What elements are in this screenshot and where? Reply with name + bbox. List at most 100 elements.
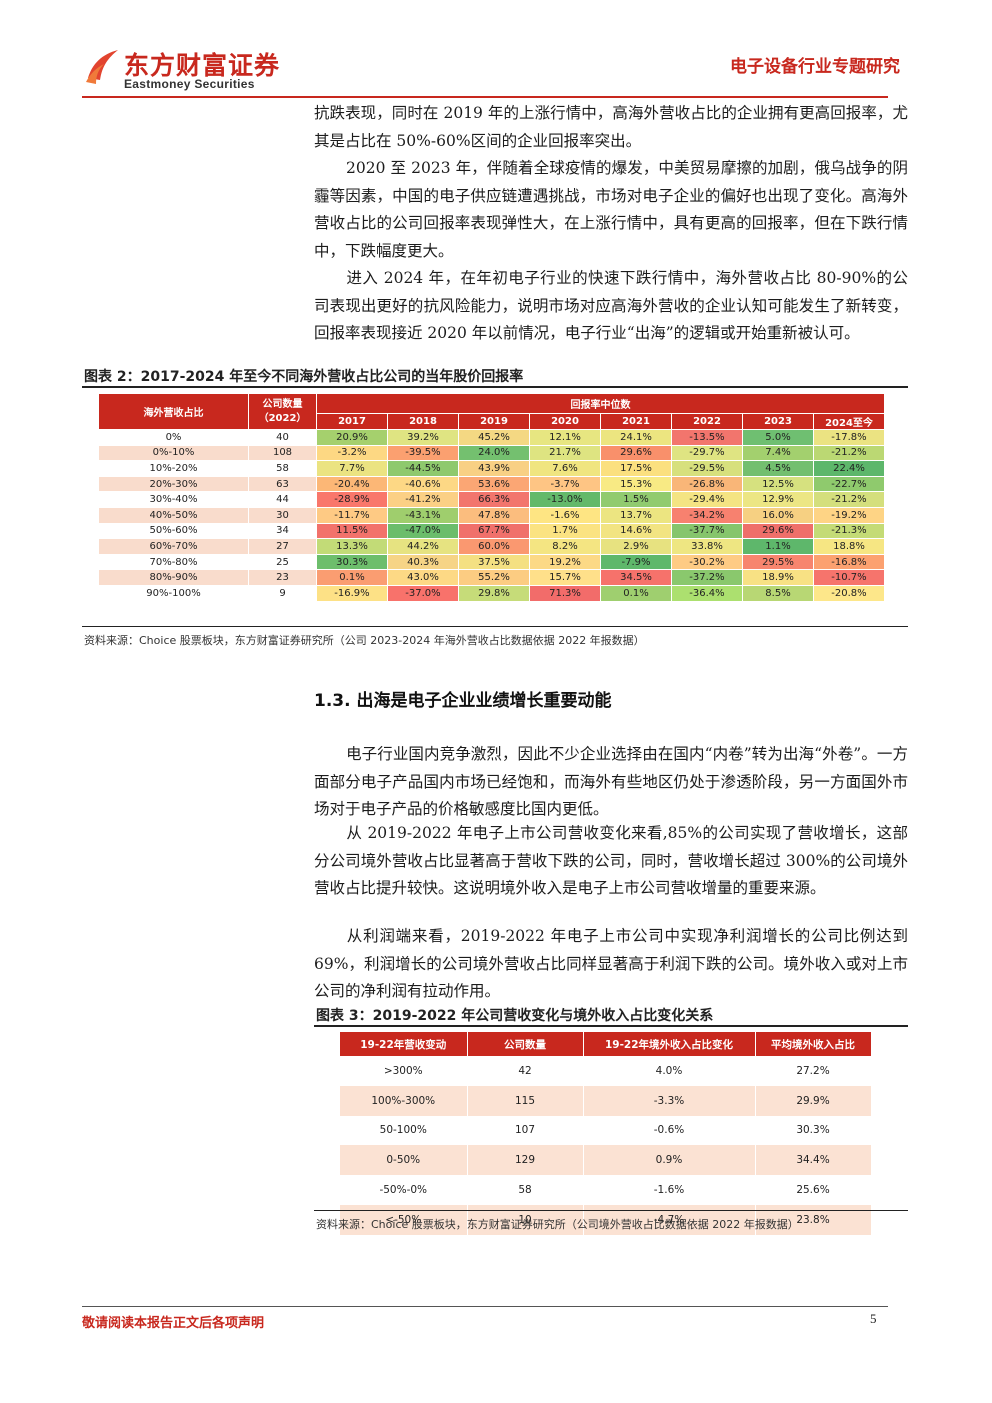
table-row: 0%-10% 108 -3.2% -39.5% 24.0% 21.7% 29.6% -29.7… <box>98 444 885 462</box>
row-label: 30%-40% <box>98 491 249 508</box>
table-cell: 107 <box>467 1115 584 1146</box>
table-cell: -3.3% <box>583 1085 756 1116</box>
row-label: 40%-50% <box>98 506 249 524</box>
return-cell: -37.7% <box>671 522 743 540</box>
return-cell: -1.6% <box>529 506 601 524</box>
return-cell: 40.3% <box>387 553 459 571</box>
return-cell: 0.1% <box>316 569 388 586</box>
return-cell: -22.7% <box>813 475 885 493</box>
return-cell: 45.2% <box>458 429 530 446</box>
year-header: 2018 <box>387 413 459 430</box>
paragraph-6: 从利润端来看，2019-2022 年电子上市公司中实现净利润增长的公司比例达到 … <box>314 927 908 1001</box>
row-label: 20%-30% <box>98 475 249 493</box>
return-cell: 37.5% <box>458 553 530 571</box>
company-count: 34 <box>248 522 317 540</box>
company-logo: 东方财富证券 Eastmoney Securities <box>82 44 292 96</box>
company-count: 108 <box>248 444 317 462</box>
table-cell: -1.6% <box>583 1175 756 1205</box>
return-cell: -40.6% <box>387 475 459 493</box>
figure2-rule <box>82 386 908 388</box>
company-count: 40 <box>248 429 317 446</box>
return-cell: -20.4% <box>316 475 388 493</box>
return-cell: -19.2% <box>813 506 885 524</box>
row-label: 70%-80% <box>98 553 249 571</box>
return-cell: -41.2% <box>387 491 459 508</box>
return-cell: -43.1% <box>387 506 459 524</box>
table-row: <-50% 10 -4.7% 23.8% <box>340 1204 872 1235</box>
return-cell: 60.0% <box>458 538 530 555</box>
table-cell: 27.2% <box>755 1056 872 1086</box>
table-row: 30%-40% 44 -28.9% -41.2% 66.3% -13.0% 1.5% -29.… <box>98 491 885 508</box>
revenue-change-table: 19-22年营收变动 公司数量 19-22年境外收入占比变化 平均境外收入占比 >30… <box>340 1032 872 1235</box>
column-header: 19-22年营收变动 <box>340 1032 468 1056</box>
section-title: 1.3. 出海是电子企业业绩增长重要动能 <box>314 691 612 711</box>
table-cell: 0.9% <box>583 1145 756 1176</box>
return-cell: -16.8% <box>813 553 885 571</box>
return-cell: -3.7% <box>529 475 601 493</box>
logo-mark-icon <box>86 50 118 84</box>
return-cell: 29.8% <box>458 584 530 602</box>
table-cell: -0.6% <box>583 1115 756 1146</box>
return-cell: -21.2% <box>813 444 885 462</box>
return-cell: 14.6% <box>600 522 672 540</box>
return-cell: 29.6% <box>742 522 814 540</box>
figure2-bottom-rule <box>82 626 908 627</box>
return-cell: -13.0% <box>529 491 601 508</box>
logo-en-text: Eastmoney Securities <box>124 77 255 91</box>
return-cell: -28.9% <box>316 491 388 508</box>
return-cell: 19.2% <box>529 553 601 571</box>
return-cell: -10.7% <box>813 569 885 586</box>
return-cell: 29.6% <box>600 444 672 462</box>
row-label: 10%-20% <box>98 460 249 477</box>
return-cell: -29.7% <box>671 444 743 462</box>
return-cell: 22.4% <box>813 460 885 477</box>
return-cell: 8.2% <box>529 538 601 555</box>
return-cell: 5.0% <box>742 429 814 446</box>
row-label: 60%-70% <box>98 538 249 555</box>
return-cell: 66.3% <box>458 491 530 508</box>
table-row: 0-50% 129 0.9% 34.4% <box>340 1145 872 1176</box>
company-count: 23 <box>248 569 317 586</box>
figure3-rule <box>314 1025 908 1027</box>
return-cell: 34.5% <box>600 569 672 586</box>
paragraph-1: 抗跌表现，同时在 2019 年的上涨行情中，高海外营收占比的企业拥有更高回报率，… <box>314 104 908 150</box>
return-cell: 18.8% <box>813 538 885 555</box>
return-cell: 7.6% <box>529 460 601 477</box>
table-cell: -50%-0% <box>340 1175 468 1205</box>
paragraph-5: 从 2019-2022 年电子上市公司营收变化来看,85%的公司实现了营收增长，… <box>314 824 908 898</box>
return-cell: -29.5% <box>671 460 743 477</box>
report-type: 电子设备行业专题研究 <box>730 57 900 77</box>
column-header: 公司数量 <box>467 1032 584 1056</box>
table-cell: 10 <box>467 1204 584 1235</box>
return-cell: -36.4% <box>671 584 743 602</box>
return-cell: 1.5% <box>600 491 672 508</box>
footer-divider <box>82 1306 888 1307</box>
return-cell: -29.4% <box>671 491 743 508</box>
return-cell: 8.5% <box>742 584 814 602</box>
return-cell: -20.8% <box>813 584 885 602</box>
table-row: 50-100% 107 -0.6% 30.3% <box>340 1115 872 1146</box>
table-cell: >300% <box>340 1056 468 1086</box>
return-cell: 16.0% <box>742 506 814 524</box>
table-cell: 58 <box>467 1175 584 1205</box>
year-header: 2024至今 <box>813 413 885 430</box>
table-cell: -4.7% <box>583 1204 756 1235</box>
return-cell: 33.8% <box>671 538 743 555</box>
return-cell: 71.3% <box>529 584 601 602</box>
table-cell: 4.0% <box>583 1056 756 1086</box>
paragraph-4: 电子行业国内竞争激烈，因此不少企业选择由在国内“内卷”转为出海“外卷”。一方面部… <box>314 745 908 819</box>
table-cell: <-50% <box>340 1204 468 1235</box>
year-header: 2022 <box>671 413 743 430</box>
table-cell: 129 <box>467 1145 584 1176</box>
return-cell: -7.9% <box>600 553 672 571</box>
return-cell: 20.9% <box>316 429 388 446</box>
company-count: 27 <box>248 538 317 555</box>
company-count: 58 <box>248 460 317 477</box>
return-cell: -37.2% <box>671 569 743 586</box>
row-label: 90%-100% <box>98 584 249 602</box>
company-count: 44 <box>248 491 317 508</box>
table-row: -50%-0% 58 -1.6% 25.6% <box>340 1175 872 1205</box>
figure3-bottom-rule <box>314 1210 908 1211</box>
return-cell: 12.1% <box>529 429 601 446</box>
row-label: 0%-10% <box>98 444 249 462</box>
